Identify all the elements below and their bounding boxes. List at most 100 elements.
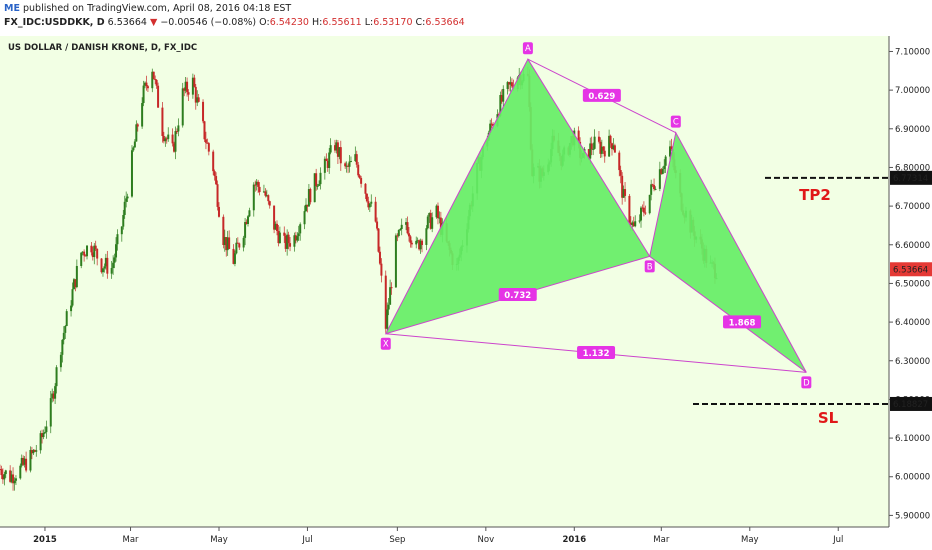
- candle-body: [648, 194, 651, 214]
- candle-body: [103, 266, 106, 269]
- target-label-sl: SL: [818, 409, 839, 427]
- point-badge: [522, 42, 533, 55]
- x-tick-label: May: [741, 535, 759, 545]
- candle-body: [43, 432, 46, 434]
- candle-body: [59, 354, 62, 368]
- candle-body: [106, 257, 109, 274]
- candle-body: [318, 184, 321, 186]
- candle-body: [125, 198, 128, 202]
- high-label: H:: [312, 17, 323, 28]
- candle-body: [152, 71, 155, 80]
- candle-body: [629, 222, 632, 226]
- candle-body: [238, 243, 241, 248]
- candle-body: [61, 339, 64, 355]
- candle-body: [339, 147, 342, 164]
- candle-body: [14, 478, 17, 481]
- candle-body: [490, 123, 493, 125]
- candle-body: [347, 165, 350, 167]
- candle-body: [506, 82, 509, 89]
- candle-body: [45, 426, 48, 433]
- candle-body: [438, 217, 441, 219]
- candle-body: [83, 251, 86, 256]
- candle-body: [75, 265, 78, 288]
- point-badge: [644, 260, 655, 273]
- candle-body: [500, 95, 503, 102]
- candle-body: [90, 245, 93, 253]
- candle-body: [283, 232, 286, 236]
- candle-body: [329, 145, 332, 153]
- candle-body: [233, 253, 236, 264]
- candle-body: [104, 257, 107, 267]
- candle-body: [641, 207, 644, 209]
- candle-body: [284, 235, 287, 249]
- candle-body: [235, 242, 238, 254]
- candle-body: [213, 171, 216, 177]
- author-badge[interactable]: ME: [4, 3, 20, 14]
- candle-body: [599, 141, 602, 154]
- candle-body: [187, 92, 190, 95]
- candle-body: [286, 234, 289, 249]
- candle-body: [589, 143, 592, 159]
- x-tick-label: Jul: [832, 535, 843, 545]
- candle-body: [123, 201, 126, 215]
- candle-body: [631, 222, 634, 226]
- candle-body: [232, 248, 235, 264]
- candle-body: [194, 86, 197, 103]
- symbol-label[interactable]: FX_IDC:USDDKK, D: [4, 17, 105, 28]
- down-arrow-icon: ▼: [149, 17, 158, 28]
- pattern-triangle-bcd: [649, 131, 807, 373]
- candle-body: [306, 204, 309, 207]
- candle-body: [431, 217, 434, 229]
- candle-body: [91, 252, 94, 258]
- candle-body: [309, 189, 312, 203]
- candle-body: [278, 232, 281, 244]
- candle-body: [357, 164, 360, 176]
- candle-body: [587, 149, 590, 159]
- candle-body: [416, 240, 419, 242]
- candle-body: [592, 148, 595, 150]
- candle-body: [650, 184, 653, 195]
- candle-body: [640, 207, 643, 221]
- candle-body: [197, 97, 200, 102]
- candle-body: [155, 79, 158, 86]
- candle-body: [12, 474, 15, 484]
- candle-body: [387, 304, 390, 310]
- y-tick-label: 6.40000: [895, 318, 930, 328]
- candle-body: [338, 147, 341, 157]
- candle-body: [368, 203, 371, 208]
- candle-body: [22, 457, 25, 465]
- candle-body: [84, 255, 87, 257]
- candle-body: [144, 82, 147, 86]
- y-tick-label: 6.60000: [895, 241, 930, 251]
- candle-body: [651, 184, 654, 186]
- price-change: −0.00546 (−0.08%): [160, 17, 257, 28]
- candle-body: [358, 175, 361, 178]
- point-label-a: A: [525, 44, 531, 54]
- candle-body: [274, 223, 277, 230]
- candle-body: [360, 177, 363, 184]
- candle-body: [80, 252, 83, 266]
- candle-body: [42, 432, 45, 438]
- candle-body: [130, 150, 133, 197]
- candle-body: [421, 240, 424, 245]
- candle-body: [64, 326, 67, 333]
- candle-body: [177, 125, 180, 132]
- price-axis[interactable]: [889, 36, 932, 550]
- close-value: 6.53664: [425, 17, 465, 28]
- last-price-tag[interactable]: [890, 262, 932, 277]
- candle-body: [603, 150, 606, 157]
- candle-body: [132, 147, 135, 151]
- candle-body: [273, 205, 276, 230]
- candle-body: [96, 248, 99, 259]
- candle-body: [81, 251, 84, 253]
- candle-body: [394, 235, 397, 288]
- candle-body: [196, 97, 199, 103]
- candle-body: [74, 279, 77, 288]
- candle-body: [367, 201, 370, 208]
- candle-body: [184, 81, 187, 91]
- candle-body: [206, 142, 209, 144]
- ratio-badge: [582, 88, 621, 102]
- x-tick-label: Nov: [478, 535, 495, 545]
